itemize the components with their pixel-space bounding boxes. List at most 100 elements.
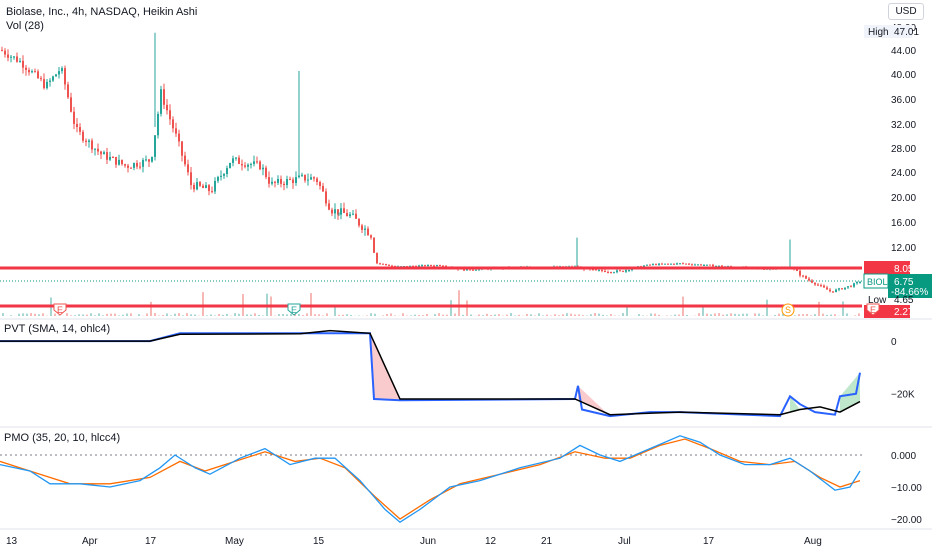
candle-body <box>682 263 684 265</box>
candle-body <box>859 282 861 284</box>
candle-body <box>19 60 21 62</box>
candle-body <box>328 203 330 210</box>
volume-bar <box>714 313 716 316</box>
volume-label: Vol (28) <box>6 20 44 32</box>
candle-body <box>361 225 363 230</box>
candle-body <box>286 179 288 186</box>
volume-bar <box>826 314 828 316</box>
candle-body <box>214 180 216 192</box>
price-tick-label: 28.00 <box>891 144 916 155</box>
candle-body <box>235 157 237 159</box>
volume-bar <box>450 300 452 316</box>
candle-body <box>847 286 849 288</box>
candle-body <box>673 263 675 265</box>
candle-body <box>721 265 723 267</box>
resistance-price-tag <box>864 261 910 275</box>
volume-bar <box>654 313 656 316</box>
candle-body <box>136 163 138 167</box>
candle-body <box>679 263 681 265</box>
time-axis-label: 17 <box>145 536 157 547</box>
volume-bar <box>30 313 32 316</box>
candle-body <box>97 148 99 152</box>
candle-body <box>115 156 117 165</box>
candle-body <box>274 181 276 183</box>
volume-bar <box>794 315 796 316</box>
candle-body <box>694 264 696 266</box>
volume-bar <box>394 315 396 316</box>
candle-body <box>718 265 720 267</box>
volume-bar <box>718 313 720 316</box>
volume-bar <box>122 314 124 316</box>
candle-body <box>241 163 243 166</box>
volume-bar <box>798 314 800 316</box>
volume-bar <box>326 313 328 316</box>
volume-bar <box>150 301 152 316</box>
candle-body <box>670 263 672 265</box>
candle-body <box>385 264 387 266</box>
candle-body <box>64 68 66 85</box>
pvt-line <box>0 332 861 418</box>
candle-body <box>325 191 327 204</box>
volume-bar <box>318 314 320 316</box>
volume-bar <box>238 313 240 316</box>
earnings-marker <box>287 303 301 316</box>
candle-body <box>841 288 843 290</box>
volume-bar <box>54 313 56 316</box>
price-tick-label: 24.00 <box>891 168 916 179</box>
currency-button[interactable]: USD <box>888 3 924 20</box>
volume-bar <box>382 315 384 316</box>
candle-body <box>352 213 354 215</box>
candle-body <box>436 265 438 267</box>
volume-bar <box>130 313 132 316</box>
candle-body <box>676 263 678 265</box>
volume-bar <box>822 313 824 316</box>
candle-body <box>61 68 63 72</box>
candle-body <box>340 208 342 215</box>
time-axis-label: 17 <box>703 536 715 547</box>
volume-bar <box>194 314 196 316</box>
volume-bar <box>494 314 496 316</box>
candle-body <box>7 54 9 58</box>
earnings-marker-text: E <box>870 305 876 315</box>
candle-body <box>250 164 252 166</box>
low-label: Low <box>868 295 887 306</box>
volume-bar <box>234 313 236 316</box>
volume-bar <box>774 314 776 316</box>
pmo-tick-label: −10.00 <box>891 483 922 494</box>
candle-body <box>799 270 801 276</box>
time-axis-label: Jun <box>420 536 436 547</box>
volume-bar <box>278 314 280 316</box>
candle-body <box>256 161 258 163</box>
candle-body <box>475 269 477 271</box>
candle-body <box>826 287 828 290</box>
candle-body <box>190 172 192 185</box>
candle-body <box>343 208 345 213</box>
volume-bar <box>414 314 416 316</box>
volume-bar <box>754 313 756 316</box>
candle-body <box>844 287 846 290</box>
volume-bar <box>610 314 612 316</box>
candle-body <box>337 209 339 215</box>
volume-bar <box>410 315 412 316</box>
candle-body <box>220 175 222 177</box>
earnings-marker <box>53 303 67 316</box>
volume-bar <box>174 313 176 316</box>
volume-bar <box>482 315 484 316</box>
candle-body <box>181 141 183 156</box>
candle-body <box>424 265 426 267</box>
time-axis-label: Jul <box>618 536 631 547</box>
candle-body <box>154 135 156 157</box>
time-axis-label: Aug <box>804 536 822 547</box>
pvt-tick-label: 0 <box>891 337 897 348</box>
volume-bar <box>434 314 436 316</box>
volume-bar <box>642 315 644 316</box>
candle-body <box>421 265 423 267</box>
volume-bar <box>498 314 500 316</box>
candle-body <box>22 60 24 68</box>
volume-bar <box>70 315 72 316</box>
candle-body <box>817 284 819 286</box>
volume-bar <box>858 313 860 316</box>
earnings-marker-text: E <box>57 305 63 315</box>
